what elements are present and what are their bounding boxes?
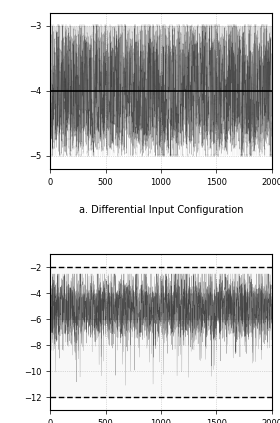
Title: a. Differential Input Configuration: a. Differential Input Configuration bbox=[79, 205, 243, 215]
